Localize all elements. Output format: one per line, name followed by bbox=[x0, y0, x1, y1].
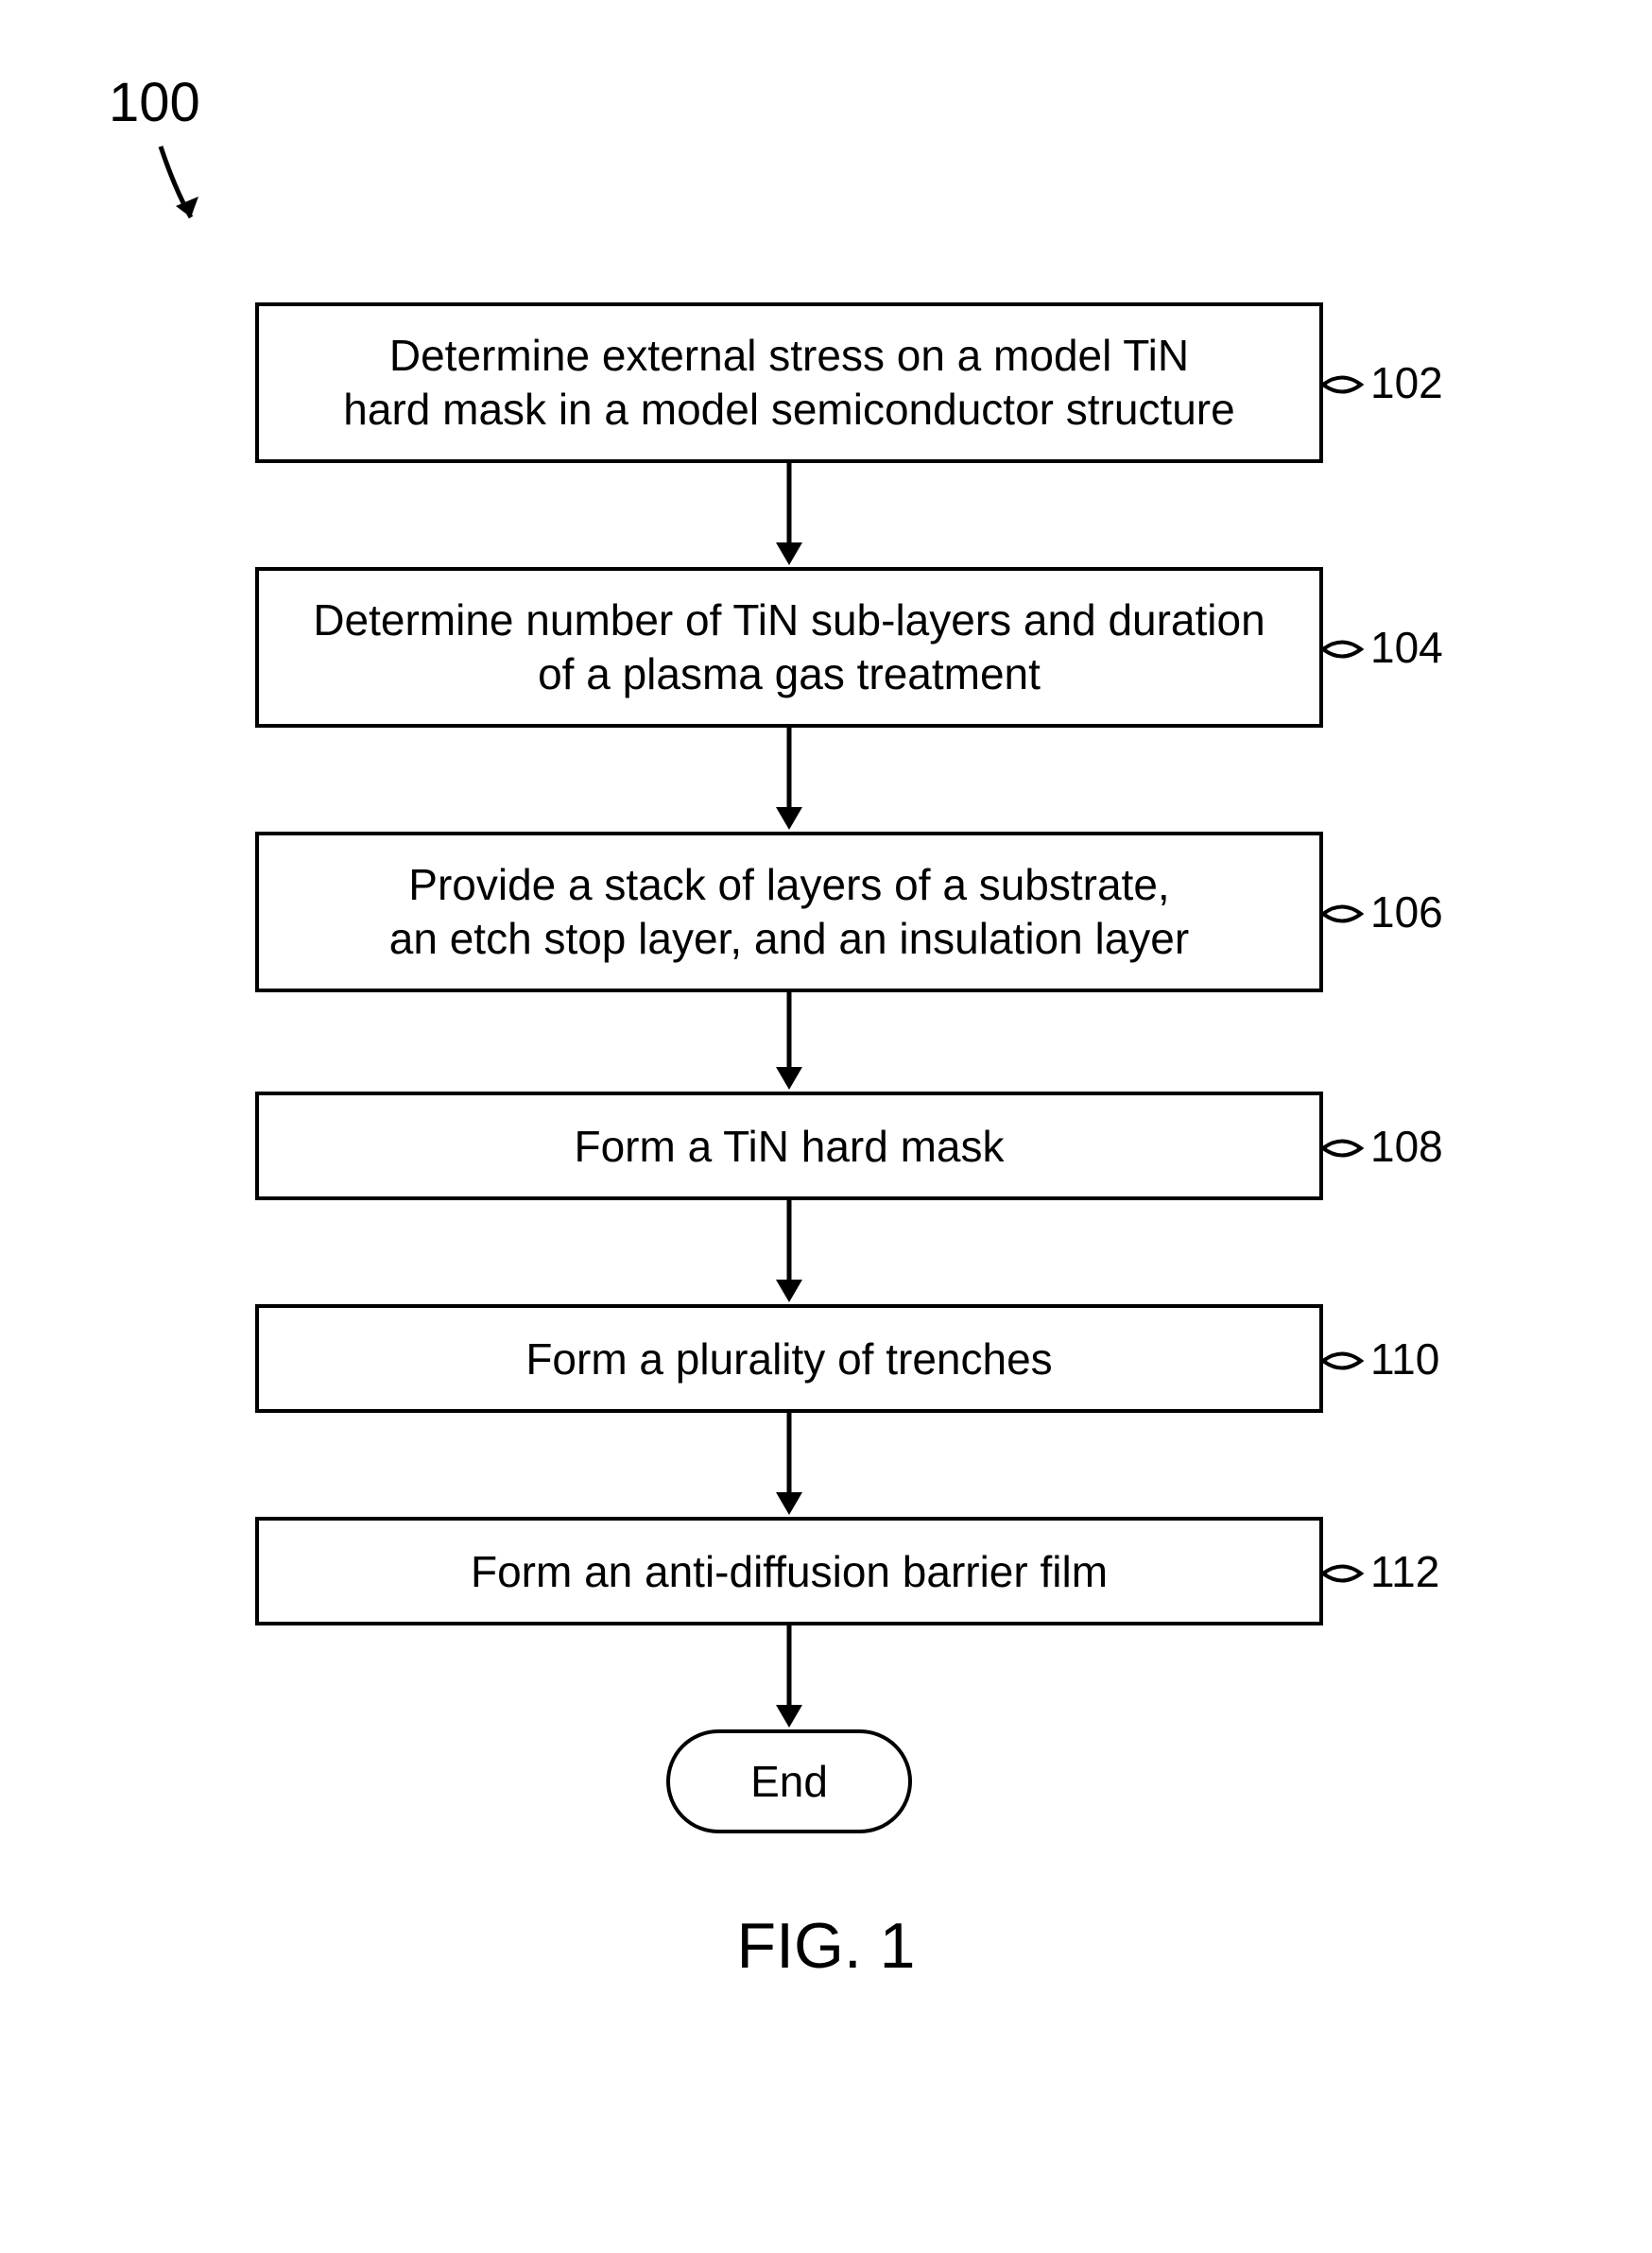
step-text: Form an anti-diffusion barrier film bbox=[471, 1546, 1108, 1597]
step-box-108: Form a TiN hard mask bbox=[255, 1092, 1323, 1200]
end-terminator: End bbox=[666, 1729, 912, 1833]
label-tick-102 bbox=[1323, 361, 1366, 408]
arrow-102-104 bbox=[770, 463, 808, 567]
step-text: Provide a stack of layers of a substrate… bbox=[389, 858, 1189, 967]
arrow-112-end bbox=[770, 1625, 808, 1729]
step-box-112: Form an anti-diffusion barrier film bbox=[255, 1517, 1323, 1625]
step-label-106: 106 bbox=[1370, 886, 1443, 937]
label-tick-106 bbox=[1323, 890, 1366, 937]
figure-caption: FIG. 1 bbox=[0, 1909, 1652, 1983]
label-tick-104 bbox=[1323, 626, 1366, 673]
arrow-108-110 bbox=[770, 1200, 808, 1304]
figure-pointer-arrow bbox=[142, 142, 217, 246]
step-text: Form a plurality of trenches bbox=[525, 1333, 1052, 1384]
step-box-110: Form a plurality of trenches bbox=[255, 1304, 1323, 1413]
arrow-104-106 bbox=[770, 728, 808, 832]
step-box-106: Provide a stack of layers of a substrate… bbox=[255, 832, 1323, 992]
label-tick-110 bbox=[1323, 1337, 1366, 1384]
flowchart-canvas: 100 Determine external stress on a model… bbox=[0, 0, 1652, 2253]
step-label-108: 108 bbox=[1370, 1121, 1443, 1172]
step-box-102: Determine external stress on a model TiN… bbox=[255, 302, 1323, 463]
step-box-104: Determine number of TiN sub-layers and d… bbox=[255, 567, 1323, 728]
end-label: End bbox=[750, 1756, 828, 1807]
step-label-102: 102 bbox=[1370, 357, 1443, 408]
step-label-112: 112 bbox=[1370, 1546, 1439, 1597]
label-tick-108 bbox=[1323, 1125, 1366, 1172]
step-label-104: 104 bbox=[1370, 622, 1443, 673]
step-label-110: 110 bbox=[1370, 1333, 1439, 1384]
step-text: Determine external stress on a model TiN… bbox=[343, 329, 1234, 438]
figure-number: 100 bbox=[109, 71, 200, 134]
arrow-110-112 bbox=[770, 1413, 808, 1517]
label-tick-112 bbox=[1323, 1550, 1366, 1597]
step-text: Determine number of TiN sub-layers and d… bbox=[313, 593, 1265, 702]
step-text: Form a TiN hard mask bbox=[575, 1121, 1005, 1172]
arrow-106-108 bbox=[770, 992, 808, 1092]
